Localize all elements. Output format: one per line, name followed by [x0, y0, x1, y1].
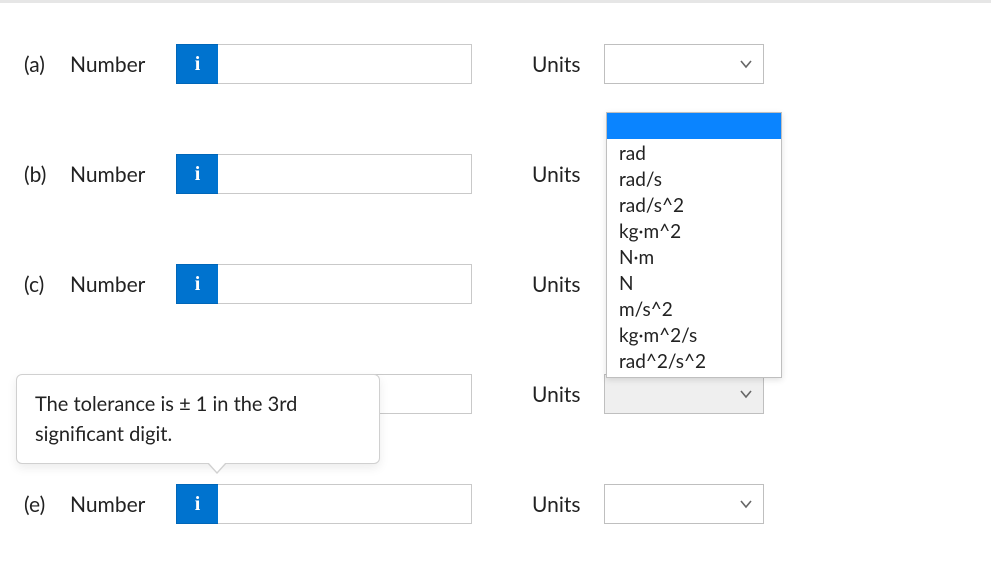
units-dropdown-blank-option[interactable] [607, 113, 781, 139]
units-option[interactable]: rad/s^2 [619, 193, 781, 219]
units-select[interactable] [604, 374, 764, 414]
units-select[interactable] [604, 44, 764, 84]
units-dropdown-panel[interactable]: rad rad/s rad/s^2 kg·m^2 N·m N m/s^2 kg·… [606, 112, 782, 378]
units-option[interactable]: rad^2/s^2 [619, 349, 781, 375]
number-label: Number [70, 162, 176, 187]
number-input[interactable] [218, 154, 472, 194]
info-icon[interactable]: i [176, 264, 218, 304]
units-option[interactable]: rad [619, 141, 781, 167]
info-icon[interactable]: i [176, 484, 218, 524]
number-label: Number [70, 52, 176, 77]
chevron-down-icon [739, 387, 753, 401]
answer-row-e: (e) Number i Units [24, 484, 824, 524]
tooltip-arrow-icon [207, 463, 227, 474]
part-label: (c) [24, 272, 70, 297]
part-label: (a) [24, 52, 70, 77]
units-option[interactable]: kg·m^2/s [619, 323, 781, 349]
number-input[interactable] [218, 264, 472, 304]
chevron-down-icon [739, 57, 753, 71]
part-label: (b) [24, 162, 70, 187]
units-option[interactable]: rad/s [619, 167, 781, 193]
number-input[interactable] [218, 484, 472, 524]
info-icon[interactable]: i [176, 44, 218, 84]
answer-row-a: (a) Number i Units [24, 44, 824, 84]
part-label: (e) [24, 492, 70, 517]
chevron-down-icon [739, 497, 753, 511]
info-icon[interactable]: i [176, 154, 218, 194]
number-label: Number [70, 492, 176, 517]
units-select[interactable] [604, 484, 764, 524]
top-divider [0, 0, 991, 3]
units-label: Units [532, 492, 604, 517]
units-dropdown-list: rad rad/s rad/s^2 kg·m^2 N·m N m/s^2 kg·… [607, 139, 781, 377]
units-label: Units [532, 272, 604, 297]
number-label: Number [70, 272, 176, 297]
units-label: Units [532, 162, 604, 187]
units-option[interactable]: N [619, 271, 781, 297]
tolerance-tooltip: The tolerance is ± 1 in the 3rd signific… [16, 374, 380, 464]
units-label: Units [532, 52, 604, 77]
number-input[interactable] [218, 44, 472, 84]
units-option[interactable]: m/s^2 [619, 297, 781, 323]
units-label: Units [532, 382, 604, 407]
units-option[interactable]: N·m [619, 245, 781, 271]
units-option[interactable]: kg·m^2 [619, 219, 781, 245]
tooltip-text: The tolerance is ± 1 in the 3rd signific… [35, 392, 297, 446]
